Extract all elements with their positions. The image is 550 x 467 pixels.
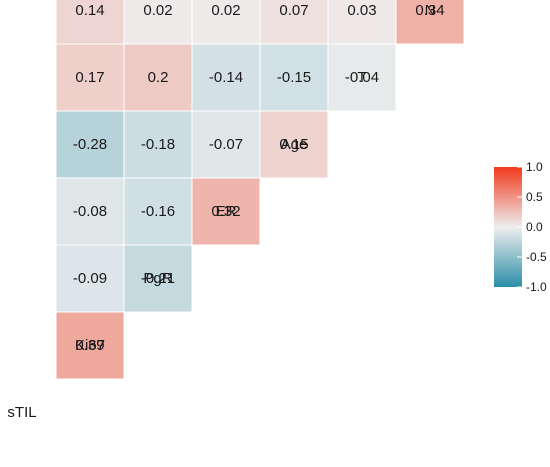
variable-label-n: N bbox=[425, 2, 436, 19]
heatmap-cell-pgr-ki67 bbox=[123, 244, 193, 313]
legend-tick-label: 0.5 bbox=[526, 190, 543, 204]
heatmap-cell-t-pgr bbox=[191, 43, 261, 112]
cell-value-label: 0.17 bbox=[75, 69, 104, 86]
heatmap-cell-er-ki67 bbox=[123, 177, 193, 246]
cell-value-label: 0.2 bbox=[148, 69, 169, 86]
cell-value-label: -0.07 bbox=[209, 136, 243, 153]
color-legend: 1.0 0.5 0.0 -0.5 -1.0 bbox=[494, 160, 547, 294]
legend-tick-label: 1.0 bbox=[526, 160, 543, 174]
heatmap-cell-t-stil bbox=[55, 43, 125, 112]
heatmap-cell-er-pgr bbox=[191, 177, 261, 246]
cell-value-label: -0.14 bbox=[209, 69, 243, 86]
heatmap-cell-n-ki67 bbox=[123, 0, 193, 45]
cell-value-label: 0.07 bbox=[279, 2, 308, 19]
heatmap-cell-t-ki67 bbox=[123, 43, 193, 112]
legend-tick-label: -1.0 bbox=[526, 280, 547, 294]
heatmap-cell-age-ki67 bbox=[123, 110, 193, 179]
cell-value-label: -0.04 bbox=[345, 69, 379, 86]
variable-label-ki67: Ki67 bbox=[75, 337, 105, 354]
cell-value-label: 0.15 bbox=[279, 136, 308, 153]
heatmap-cell-age-pgr bbox=[191, 110, 261, 179]
heatmap-cell-t-er bbox=[259, 43, 329, 112]
heatmap-cell-ki67-stil bbox=[55, 311, 125, 380]
cell-value-label: 0.02 bbox=[211, 2, 240, 19]
cell-value-label: -0.15 bbox=[277, 69, 311, 86]
variable-labels: sTIL Ki67 PgR ER Age T N bbox=[7, 2, 435, 421]
cell-value-label: 0.14 bbox=[75, 2, 104, 19]
heatmap-cell-t-age bbox=[327, 43, 397, 112]
cell-value-label: 0.39 bbox=[75, 337, 104, 354]
heatmap-cell-n-pgr bbox=[191, 0, 261, 45]
variable-label-er: ER bbox=[216, 203, 237, 220]
heatmap-cell-age-er bbox=[259, 110, 329, 179]
heatmap-cell-n-age bbox=[327, 0, 397, 45]
cell-value-label: -0.18 bbox=[141, 136, 175, 153]
heatmap-cells: 0.34 -0.04 0.03 0.15 -0.15 0.07 0.32 -0.07 -0.14… bbox=[55, 0, 465, 380]
heatmap-cell-age-stil bbox=[55, 110, 125, 179]
variable-label-age: Age bbox=[281, 136, 308, 153]
heatmap-cell-pgr-stil bbox=[55, 244, 125, 313]
cell-value-label: 0.02 bbox=[143, 2, 172, 19]
heatmap-cell-n-er bbox=[259, 0, 329, 45]
cell-value-label: -0.16 bbox=[141, 203, 175, 220]
cell-value-label: -0.28 bbox=[73, 136, 107, 153]
variable-label-stil: sTIL bbox=[7, 404, 36, 421]
cell-value-label: 0.32 bbox=[211, 203, 240, 220]
variable-label-t: T bbox=[357, 69, 366, 86]
heatmap-cell-n-stil bbox=[55, 0, 125, 45]
cell-value-label: -0.09 bbox=[73, 270, 107, 287]
cell-value-label: 0.34 bbox=[415, 2, 444, 19]
cell-value-label: 0.03 bbox=[347, 2, 376, 19]
legend-tick-label: 0.0 bbox=[526, 220, 543, 234]
variable-label-pgr: PgR bbox=[143, 270, 172, 287]
cell-value-label: -0.08 bbox=[73, 203, 107, 220]
legend-tick-label: -0.5 bbox=[526, 250, 547, 264]
heatmap-cell-er-stil bbox=[55, 177, 125, 246]
cell-value-label: -0.21 bbox=[141, 270, 175, 287]
